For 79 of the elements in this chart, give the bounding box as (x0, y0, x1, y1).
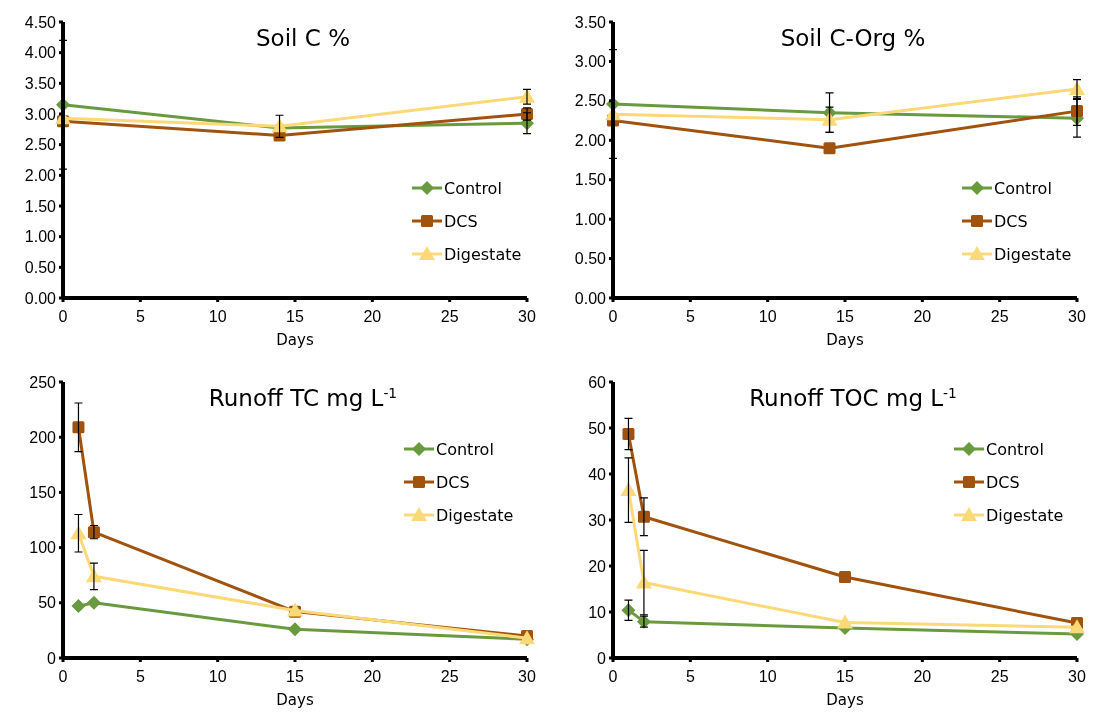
legend-label: Digestate (994, 244, 1072, 264)
legend-label: Control (986, 439, 1044, 459)
x-tick-label: 20 (363, 668, 382, 685)
legend-label: Control (444, 178, 502, 198)
y-tick-label: 2.50 (24, 136, 57, 154)
x-tick-label: 20 (913, 308, 932, 325)
x-tick-label: 15 (836, 308, 854, 325)
y-tick-label: 3.50 (24, 74, 57, 92)
y-tick-label: 0.50 (574, 250, 607, 268)
x-tick-label: 20 (913, 668, 932, 685)
legend-label: DCS (436, 472, 470, 492)
x-tick-label: 20 (363, 308, 382, 325)
y-tick-label: 0.00 (24, 289, 57, 307)
legend-label: Digestate (986, 505, 1064, 525)
x-tick-label: 10 (758, 308, 777, 325)
y-tick-label: 40 (588, 465, 607, 483)
y-tick-label: 0 (597, 649, 607, 667)
legend-label: Digestate (444, 244, 522, 264)
x-tick-label: 15 (836, 668, 854, 685)
legend-label: Control (994, 178, 1052, 198)
y-tick-label: 60 (588, 373, 607, 391)
x-tick-label: 10 (758, 668, 777, 685)
y-tick-label: 30 (588, 511, 607, 529)
x-axis-title: Days (276, 331, 314, 349)
x-tick-label: 15 (286, 668, 304, 685)
x-tick-label: 25 (990, 668, 1009, 685)
x-axis-title: Days (276, 691, 314, 709)
x-tick-label: 5 (135, 668, 145, 685)
x-tick-label: 30 (518, 668, 536, 685)
legend-label: DCS (444, 211, 478, 231)
x-tick-label: 15 (286, 308, 304, 325)
x-tick-label: 25 (440, 308, 459, 325)
y-tick-label: 50 (588, 419, 607, 437)
x-tick-label: 30 (1068, 668, 1086, 685)
x-tick-label: 0 (58, 308, 68, 325)
y-tick-label: 1.00 (24, 228, 57, 246)
y-tick-label: 3.50 (574, 13, 607, 31)
y-tick-label: 1.50 (24, 197, 57, 215)
x-tick-label: 0 (608, 668, 618, 685)
y-tick-label: 1.00 (574, 210, 607, 228)
legend-label: DCS (986, 472, 1020, 492)
x-tick-label: 5 (685, 308, 695, 325)
y-tick-label: 150 (29, 484, 57, 501)
y-tick-label: 100 (29, 539, 57, 557)
y-tick-label: 10 (588, 603, 607, 621)
y-tick-label: 20 (588, 557, 607, 575)
y-tick-label: 3.00 (574, 53, 607, 71)
x-tick-label: 0 (608, 308, 618, 325)
y-tick-label: 0.00 (574, 289, 607, 307)
x-tick-label: 30 (518, 308, 536, 325)
x-tick-label: 5 (685, 668, 695, 685)
y-tick-label: 0.50 (24, 258, 57, 276)
y-tick-label: 50 (38, 594, 57, 612)
chart-title: Soil C % (256, 25, 350, 51)
y-tick-label: 2.50 (574, 92, 607, 110)
y-tick-label: 2.00 (24, 166, 57, 184)
chart-title: Runoff TC mg L$^{-1}$ (208, 385, 398, 411)
chart-title: Runoff TOC mg L$^{-1}$ (749, 385, 957, 411)
legend-label: DCS (994, 211, 1028, 231)
x-tick-label: 0 (58, 668, 68, 685)
y-tick-label: 250 (29, 373, 57, 391)
x-tick-label: 10 (208, 308, 227, 325)
y-tick-label: 4.50 (24, 13, 57, 31)
chart-title: Soil C-Org % (780, 25, 926, 51)
y-tick-label: 2.00 (574, 131, 607, 149)
y-tick-label: 1.50 (574, 171, 607, 189)
y-tick-label: 0 (47, 649, 57, 667)
y-tick-label: 200 (29, 428, 57, 446)
y-tick-label: 4.00 (24, 44, 57, 62)
x-tick-label: 30 (1068, 308, 1086, 325)
x-axis-title: Days (826, 331, 864, 349)
x-tick-label: 25 (990, 308, 1009, 325)
x-tick-label: 10 (208, 668, 227, 685)
x-axis-title: Days (826, 691, 864, 709)
legend-label: Digestate (436, 505, 514, 525)
x-tick-label: 5 (135, 308, 145, 325)
legend-label: Control (436, 439, 494, 459)
y-tick-label: 3.00 (24, 105, 57, 123)
x-tick-label: 25 (440, 668, 459, 685)
